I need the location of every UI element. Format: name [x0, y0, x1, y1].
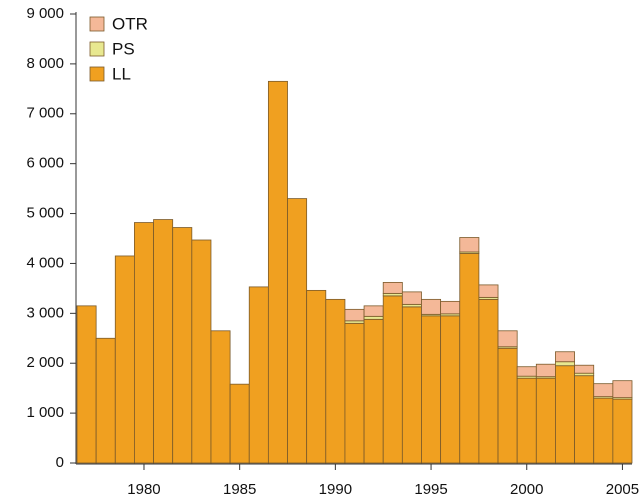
legend-label: OTR: [112, 14, 148, 33]
bar-segment: [382, 282, 403, 294]
bar-segment: [306, 289, 327, 464]
bar-segment: [287, 198, 308, 464]
bar-segment: [363, 315, 384, 320]
bar-segment: [248, 286, 269, 464]
bar-segment: [478, 284, 499, 298]
bar-segment: [612, 380, 633, 399]
bar-segment: [555, 361, 575, 367]
x-tick-label: 1980: [127, 481, 160, 498]
bar-segment: [363, 305, 384, 317]
bar-segment: [459, 237, 480, 253]
bar-segment: [401, 291, 422, 305]
bar-segment: [574, 364, 595, 374]
bar-segment: [344, 322, 365, 464]
bar-segment: [267, 80, 288, 464]
y-tick-label: 5 000: [26, 205, 64, 222]
bar-segment: [593, 397, 614, 464]
bar-segment: [363, 318, 384, 464]
legend-swatch: [89, 16, 105, 32]
bar-segment: [593, 383, 614, 398]
bar-segment: [440, 300, 461, 315]
y-tick-label: 2 000: [26, 354, 64, 371]
bar-segment: [535, 377, 556, 464]
bar-segment: [401, 306, 422, 464]
x-tick-label: 2005: [606, 481, 639, 498]
bar-segment: [382, 295, 403, 464]
y-tick-label: 9 000: [26, 5, 64, 22]
bar-segment: [172, 227, 193, 464]
bar-segment: [574, 375, 595, 464]
y-tick-label: 7 000: [26, 105, 64, 122]
legend-swatch: [89, 41, 105, 57]
y-tick-label: 3 000: [26, 304, 64, 321]
bar-segment: [516, 366, 537, 377]
y-tick-label: 4 000: [26, 254, 64, 271]
bar-segment: [95, 337, 116, 464]
bar-segment: [478, 298, 499, 464]
y-tick-label: 6 000: [26, 155, 64, 172]
legend-swatch: [89, 66, 105, 82]
bar-segment: [459, 253, 480, 464]
bar-segment: [153, 219, 174, 464]
legend-label: PS: [112, 39, 135, 58]
bar-segment: [134, 222, 154, 464]
x-tick-label: 2000: [510, 481, 543, 498]
bar-segment: [612, 398, 633, 464]
y-tick-label: 0: [56, 454, 64, 471]
bar-segment: [76, 305, 97, 464]
bar-segment: [325, 298, 346, 464]
bar-segment: [114, 255, 135, 464]
x-tick-label: 1990: [319, 481, 352, 498]
bar-segment: [555, 365, 575, 464]
bar-segment: [191, 239, 212, 464]
bar-segment: [516, 377, 537, 464]
legend-label: LL: [112, 64, 131, 83]
bar-segment: [229, 383, 250, 464]
x-tick-label: 1995: [414, 481, 447, 498]
y-tick-label: 8 000: [26, 55, 64, 72]
bar-segment: [440, 315, 461, 464]
bar-segment: [535, 363, 556, 378]
bar-segment: [421, 315, 442, 464]
bar-segment: [210, 330, 231, 464]
bar-segment: [497, 330, 518, 348]
bar-segment: [555, 351, 575, 363]
bar-segment: [344, 308, 365, 322]
y-tick-label: 1 000: [26, 404, 64, 421]
bar-segment: [497, 347, 518, 464]
bar-segment: [421, 298, 442, 315]
x-tick-label: 1985: [223, 481, 256, 498]
